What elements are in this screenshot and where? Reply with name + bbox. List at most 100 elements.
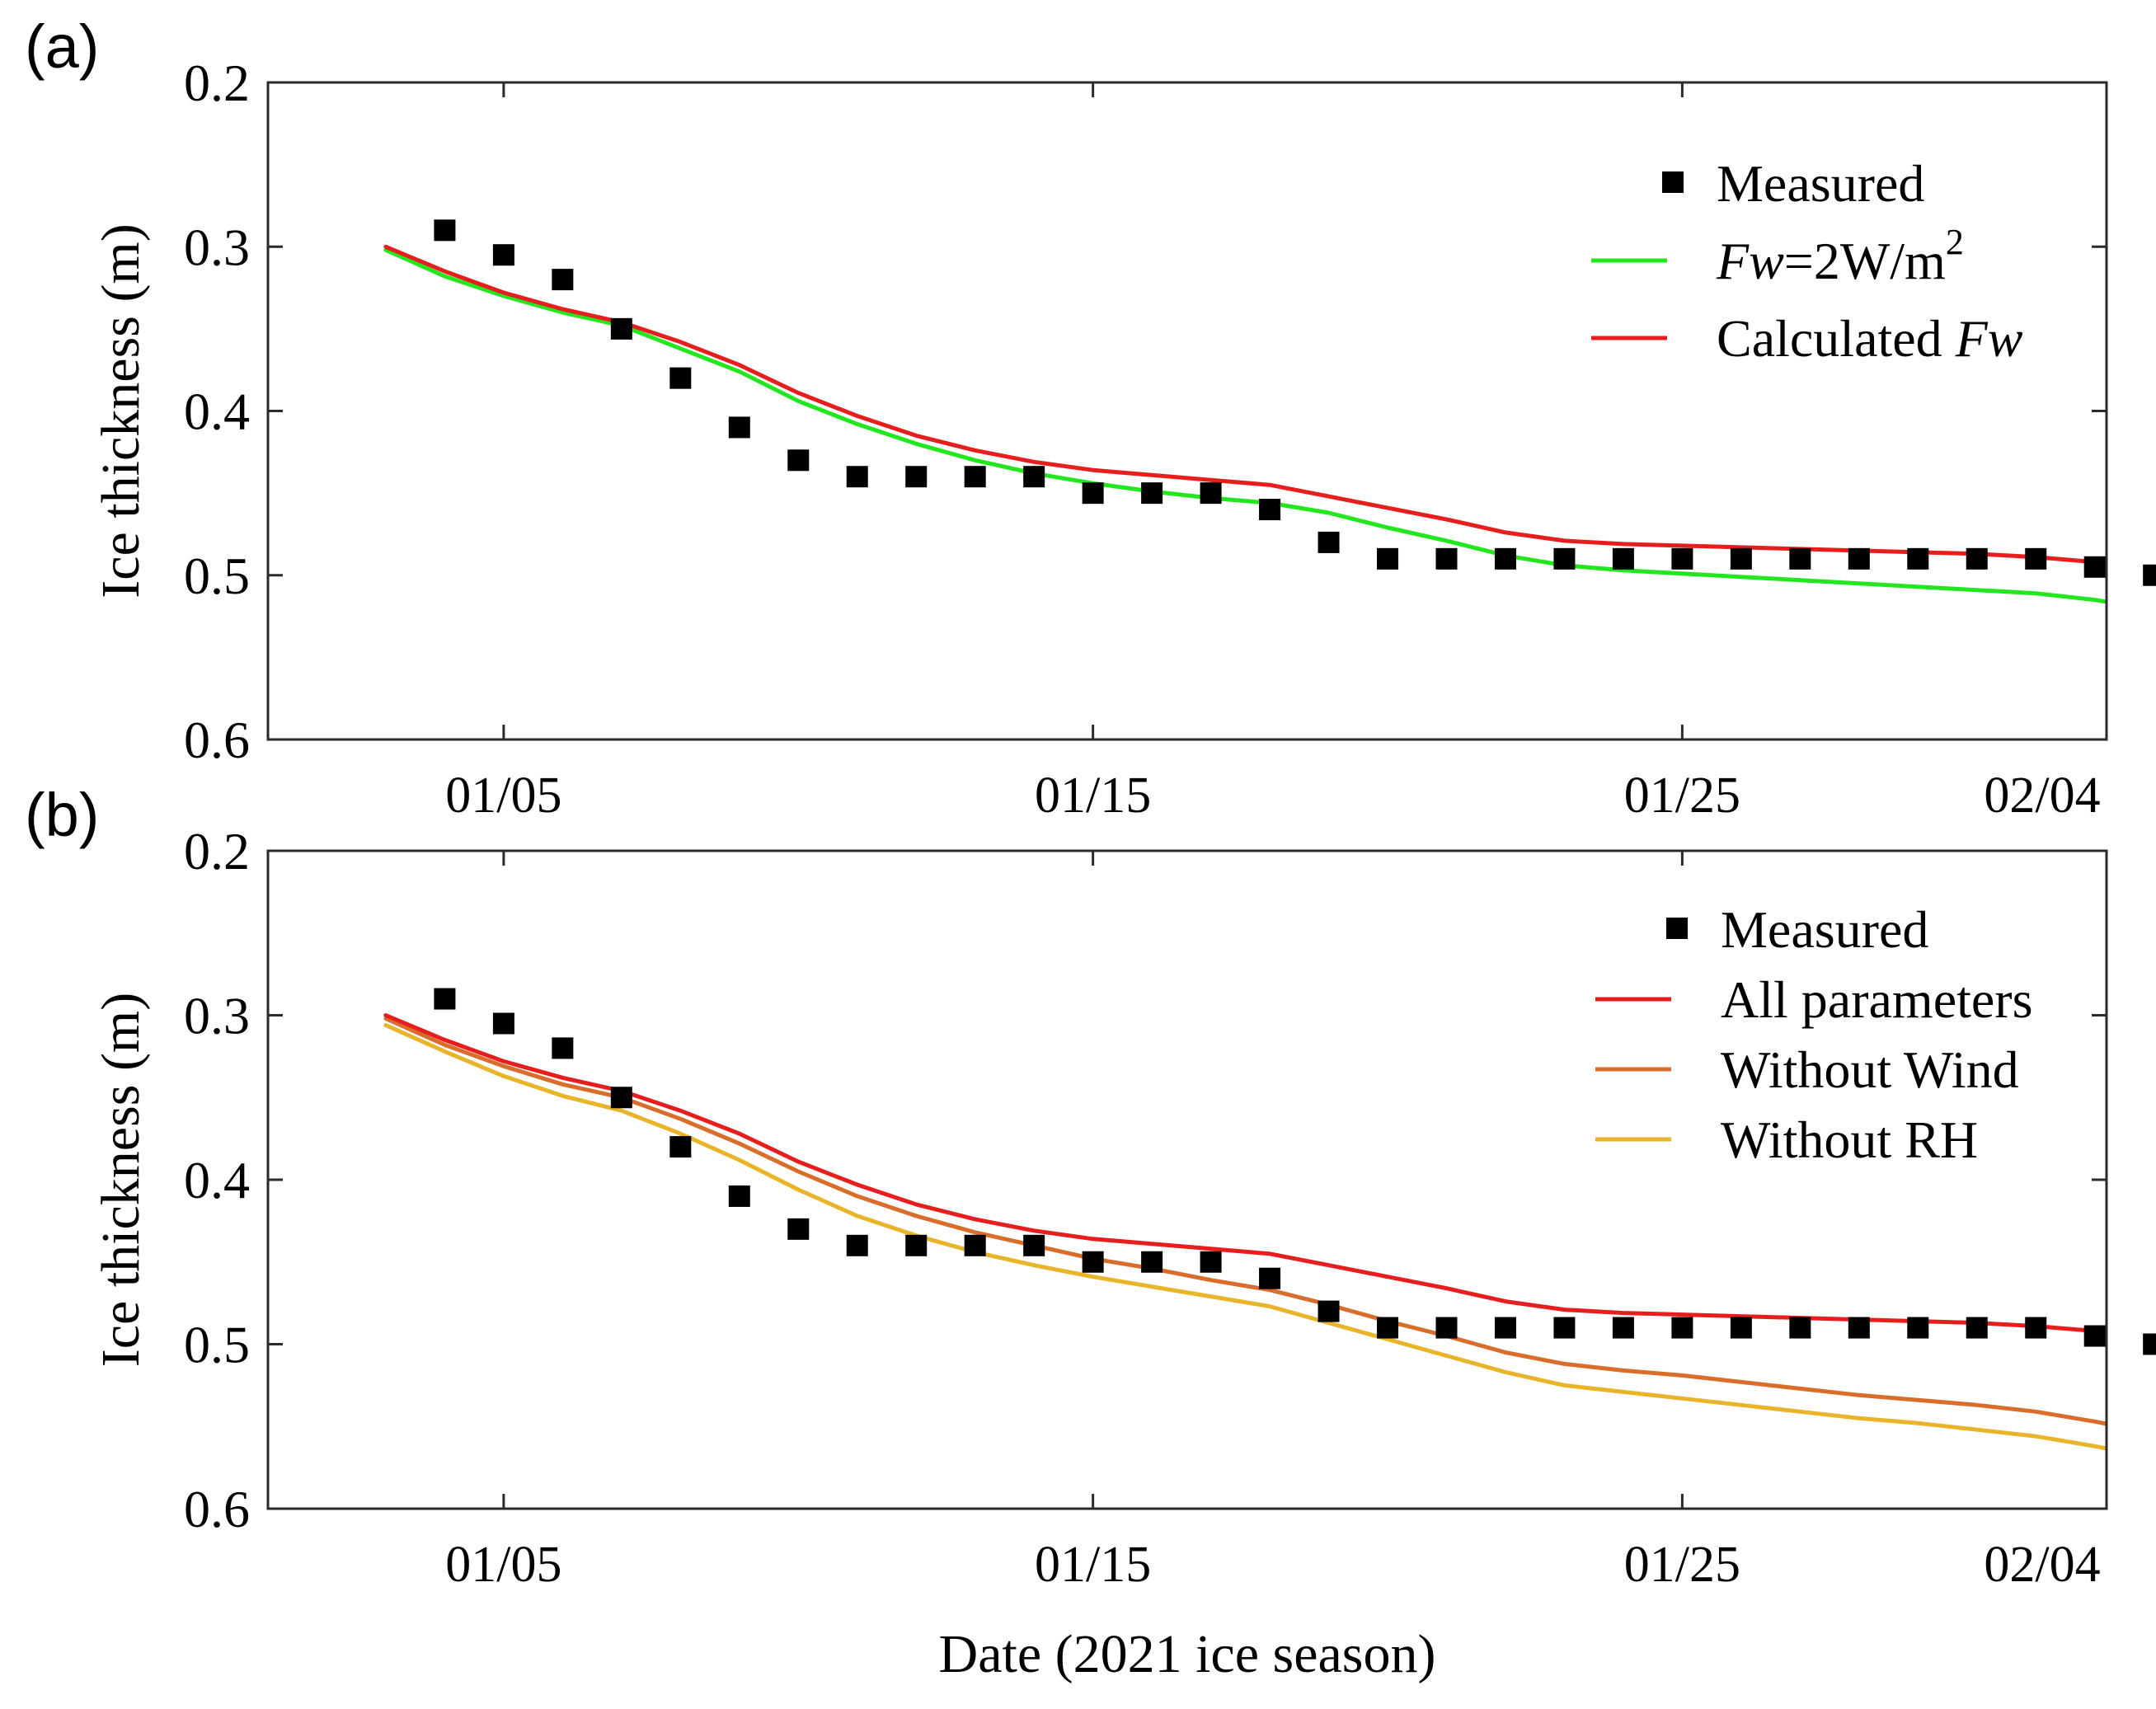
measured-point [1907,547,1929,570]
measured-point [1023,466,1045,488]
y-tick-label: 0.5 [184,547,250,605]
y-tick-label: 0.2 [184,822,250,880]
plot-area [383,1013,2107,1451]
measured-point [1848,1317,1870,1339]
measured-point [610,1087,632,1109]
y-axis-label: Ice thickness (m) [91,223,151,599]
plot-area [383,244,2107,604]
measured-point [846,1234,868,1256]
measured-point [787,1218,810,1240]
measured-point [1848,547,1870,570]
measured-point [728,416,750,439]
panel-b: (b) Ice thickness (m) 0.2 0.3 0.4 0.5 0.6 01/05… [25,781,2156,1593]
measured-point [1966,547,1988,570]
legend-label-nowind: Without Wind [1721,1040,2019,1099]
measured-point [1789,547,1811,570]
measured-point [846,466,868,488]
measured-point [492,244,514,266]
measured-point [2025,1317,2047,1339]
measured-point [2083,556,2106,578]
measured-point [1907,1317,1929,1339]
y-tick-label: 0.2 [184,54,250,112]
legend-marker-measured [1662,171,1684,193]
measured-point [1200,1251,1222,1273]
series-line-norh [383,1023,2107,1451]
measured-point [2083,1325,2106,1347]
measured-point [1259,499,1281,521]
measured-point [1435,547,1458,570]
measured-point [728,1185,750,1207]
figure-x-axis-label: Date (2021 ice season) [939,1624,1436,1684]
x-tick-label: 01/15 [1035,768,1151,824]
legend-label-measured: Measured [1717,154,1924,213]
measured-point [964,1234,986,1256]
measured-point [2143,564,2156,586]
measured-point [1553,547,1576,570]
measured-point [905,1234,928,1256]
measured-point [1730,547,1752,570]
series-line-calc [383,244,2107,566]
measured-point [1141,482,1163,505]
measured-point [1377,1317,1399,1339]
measured-point [1318,1300,1340,1322]
x-tick-label: 01/05 [445,1537,561,1593]
measured-point [1730,1317,1752,1339]
y-tick-label: 0.5 [184,1316,250,1374]
axes-frame [266,849,2108,1510]
measured-point [669,367,692,389]
x-tick-label: 01/25 [1624,768,1740,824]
series-line-nowind [383,1016,2107,1426]
measured-point [1318,531,1340,553]
measured-point [1082,482,1104,505]
panel-label: (a) [25,12,99,81]
measured-point [1141,1251,1163,1273]
measured-point [1377,547,1399,570]
measured-point [1259,1267,1281,1289]
panel-label: (b) [25,781,99,849]
x-tick-label: 02/04 [1984,1537,2100,1593]
legend-label-all: All parameters [1721,970,2033,1029]
measured-point [905,466,928,488]
measured-point [2143,1333,2156,1355]
y-tick-label: 0.4 [184,1151,250,1209]
measured-point [552,1037,574,1059]
measured-point [964,466,986,488]
measured-point [669,1136,692,1158]
legend-label-fw2: Fw=2W/m2 [1716,222,1964,290]
measured-point [1612,547,1634,570]
measured-point [1494,547,1516,570]
legend-label-norh: Without RH [1721,1110,1978,1169]
y-tick-label: 0.3 [184,987,250,1045]
y-tick-label: 0.6 [184,1480,250,1538]
measured-point [1553,1317,1576,1339]
x-tick-label: 01/15 [1035,1537,1151,1593]
measured-point [1789,1317,1811,1339]
panel-a: (a) Ice thickness (m) 0.2 0.3 0.4 0.5 0.6 01/05… [25,12,2156,824]
measured-point [552,269,574,291]
measured-point [1966,1317,1988,1339]
measured-point [1200,482,1222,505]
measured-point [1082,1251,1104,1273]
measured-point [2025,547,2047,570]
measured-point [492,1012,514,1035]
x-tick-label: 02/04 [1984,768,2100,824]
legend-label-measured: Measured [1721,900,1928,959]
measured-point [1435,1317,1458,1339]
legend-marker-measured [1666,918,1688,939]
measured-point [1494,1317,1516,1339]
measured-point [434,988,456,1010]
x-tick-label: 01/05 [445,768,561,824]
y-axis-label: Ice thickness (m) [91,993,151,1368]
x-tick-label: 01/25 [1624,1537,1740,1593]
y-tick-label: 0.4 [184,383,250,441]
legend-label-calc: Calculated Fw [1717,309,2023,368]
measured-point [1671,1317,1693,1339]
series-line-fw2 [383,247,2107,604]
series-line-all [383,1013,2107,1336]
measured-point [787,449,810,472]
y-tick-label: 0.3 [184,218,250,276]
measured-point [1612,1317,1634,1339]
measured-point [1023,1234,1045,1256]
